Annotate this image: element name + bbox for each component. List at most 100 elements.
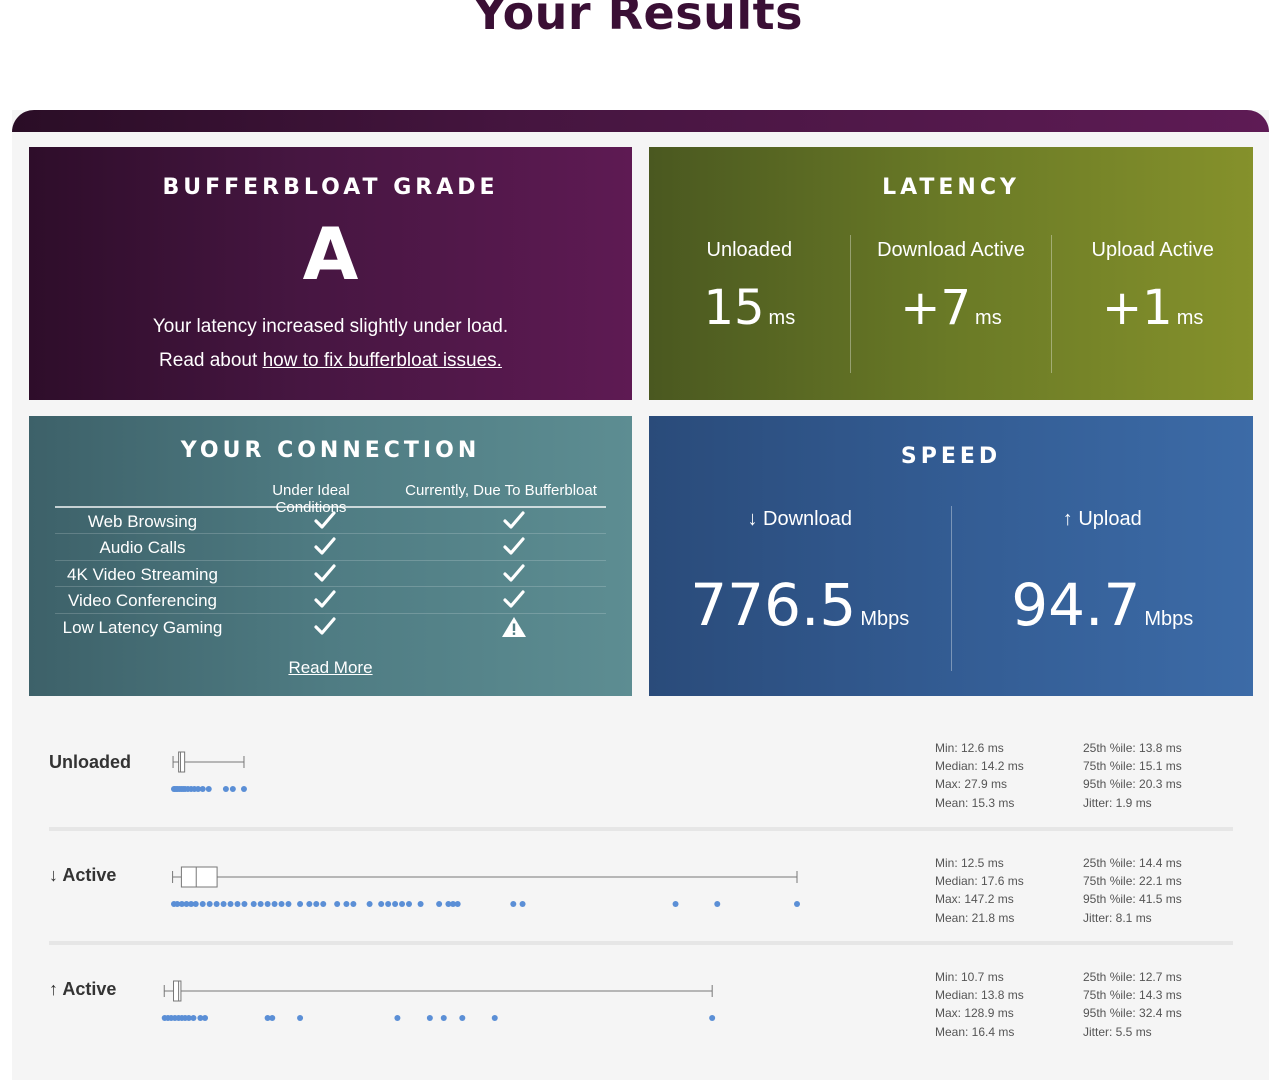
sample-point bbox=[343, 901, 350, 907]
sample-point bbox=[199, 786, 206, 792]
latency-download-unit: ms bbox=[975, 307, 1002, 329]
stat-value: 95th %ile: 32.4 ms bbox=[1083, 1006, 1182, 1021]
stat-summary-left: Min: 12.6 ms Median: 14.2 ms Max: 27.9 ms M… bbox=[935, 739, 1024, 812]
connection-row: Audio Calls bbox=[55, 534, 606, 562]
stat-value: 25th %ile: 13.8 ms bbox=[1083, 741, 1182, 755]
stat-value: Median: 14.2 ms bbox=[935, 759, 1024, 774]
stat-value: Jitter: 1.9 ms bbox=[1083, 795, 1152, 810]
latency-stat-row: Unloaded Min: 12.6 ms Median: 14.2 ms Max: … bbox=[49, 739, 1233, 842]
sample-point bbox=[205, 786, 212, 792]
stat-row-divider bbox=[49, 827, 1233, 831]
speed-panel: SPEED ↓ Download 776.5 Mbps ↑ Upload 94.7… bbox=[649, 416, 1253, 696]
latency-download-active: Download Active +7 ms bbox=[849, 235, 1052, 373]
stat-value: Min: 10.7 ms bbox=[935, 970, 1004, 984]
speed-upload-value: 94.7 bbox=[1011, 571, 1141, 639]
fix-bufferbloat-link[interactable]: how to fix bufferbloat issues. bbox=[262, 350, 502, 371]
sample-point bbox=[297, 901, 304, 907]
speed-columns: ↓ Download 776.5 Mbps ↑ Upload 94.7 Mbps bbox=[649, 506, 1253, 671]
stat-row-divider bbox=[49, 941, 1233, 945]
sample-point bbox=[257, 901, 264, 907]
sample-point bbox=[399, 901, 406, 907]
stat-value: 75th %ile: 22.1 ms bbox=[1083, 874, 1182, 889]
sample-point bbox=[240, 786, 247, 792]
sample-point bbox=[510, 901, 517, 907]
latency-download-label: Download Active bbox=[877, 239, 1025, 261]
connection-panel: YOUR CONNECTION Under Ideal Conditions C… bbox=[29, 416, 632, 696]
sample-point bbox=[269, 1015, 276, 1021]
latency-upload-active: Upload Active +1 ms bbox=[1051, 235, 1253, 373]
check-icon bbox=[500, 510, 528, 536]
page-title: Your Results bbox=[472, 0, 804, 40]
connection-col-ideal: Under Ideal Conditions bbox=[272, 482, 350, 516]
stat-value: Mean: 16.4 ms bbox=[935, 1024, 1015, 1039]
sample-point bbox=[445, 901, 452, 907]
box-iqr bbox=[173, 980, 182, 1002]
sample-point bbox=[199, 901, 206, 907]
speed-download: ↓ Download 776.5 Mbps bbox=[649, 506, 951, 671]
grade-read-prefix: Read about bbox=[159, 350, 263, 371]
sample-point bbox=[297, 1015, 304, 1021]
sample-point bbox=[178, 901, 185, 907]
latency-upload-value-wrap: +1 ms bbox=[1052, 280, 1253, 336]
sample-point bbox=[197, 1015, 204, 1021]
speed-download-unit: Mbps bbox=[860, 608, 910, 630]
latency-download-value: +7 bbox=[900, 280, 972, 336]
latency-upload-value: +1 bbox=[1101, 280, 1173, 336]
sample-point bbox=[183, 901, 190, 907]
speed-download-label: ↓ Download bbox=[747, 508, 852, 530]
check-icon bbox=[500, 589, 528, 615]
sample-point bbox=[213, 901, 220, 907]
speed-upload-unit: Mbps bbox=[1144, 608, 1194, 630]
stat-summary-right: 25th %ile: 12.7 ms 75th %ile: 14.3 ms 95th… bbox=[1083, 968, 1182, 1041]
sample-point bbox=[306, 901, 313, 907]
stat-row-label: ↓ Active bbox=[49, 865, 117, 885]
connection-row-name: Web Browsing bbox=[87, 512, 198, 531]
speed-upload: ↑ Upload 94.7 Mbps bbox=[950, 506, 1254, 671]
stat-value: 75th %ile: 15.1 ms bbox=[1083, 759, 1182, 774]
check-icon bbox=[311, 589, 339, 615]
sample-point bbox=[454, 901, 461, 907]
latency-stat-row: ↑ Active Min: 10.7 ms Median: 13.8 ms Max: … bbox=[49, 968, 1233, 1071]
sample-point bbox=[241, 901, 248, 907]
sample-point bbox=[459, 1015, 466, 1021]
stat-value: Max: 27.9 ms bbox=[935, 777, 1008, 792]
box-plot bbox=[161, 980, 716, 1021]
sample-point bbox=[394, 1015, 401, 1021]
sample-point bbox=[436, 901, 443, 907]
sample-point bbox=[417, 901, 424, 907]
grade-read-about: Read about how to fix bufferbloat issues… bbox=[29, 350, 632, 372]
latency-unloaded-unit: ms bbox=[768, 307, 796, 329]
stat-value: 25th %ile: 14.4 ms bbox=[1083, 856, 1182, 870]
sample-point bbox=[192, 901, 199, 907]
speed-download-value: 776.5 bbox=[690, 571, 857, 639]
sample-point bbox=[709, 1015, 716, 1021]
sample-point bbox=[385, 901, 392, 907]
results-top-band bbox=[12, 110, 1269, 132]
sample-point bbox=[227, 901, 234, 907]
latency-unloaded: Unloaded 15 ms bbox=[649, 235, 850, 373]
connection-row-name: Low Latency Gaming bbox=[62, 617, 223, 637]
latency-panel: LATENCY Unloaded 15 ms Download Active +7… bbox=[649, 147, 1253, 400]
stat-value: 95th %ile: 20.3 ms bbox=[1083, 777, 1182, 792]
stat-value: Max: 147.2 ms bbox=[935, 892, 1014, 907]
stat-value: Min: 12.5 ms bbox=[935, 856, 1004, 870]
latency-unloaded-label: Unloaded bbox=[706, 239, 793, 261]
connection-col-now: Currently, Due To Bufferbloat bbox=[405, 482, 597, 499]
sample-point bbox=[672, 901, 679, 907]
bufferbloat-grade-panel: BUFFERBLOAT GRADE A Your latency increas… bbox=[29, 147, 632, 400]
stat-row-label: ↑ Active bbox=[49, 979, 117, 999]
sample-point bbox=[440, 1015, 447, 1021]
sample-point bbox=[366, 901, 373, 907]
sample-point bbox=[195, 786, 202, 792]
sample-point bbox=[519, 901, 526, 907]
check-icon bbox=[311, 536, 339, 562]
sample-point bbox=[202, 1015, 209, 1021]
sample-point bbox=[714, 901, 721, 907]
latency-columns: Unloaded 15 ms Download Active +7 ms Uploa… bbox=[649, 235, 1253, 373]
speed-download-value-wrap: 776.5 Mbps bbox=[649, 571, 951, 639]
stat-summary-right: 25th %ile: 14.4 ms 75th %ile: 22.1 ms 95th… bbox=[1083, 854, 1182, 927]
read-more-link[interactable]: Read More bbox=[288, 658, 373, 677]
sample-point bbox=[350, 901, 357, 907]
connection-row-name: Audio Calls bbox=[99, 538, 186, 558]
stat-value: 75th %ile: 14.3 ms bbox=[1083, 988, 1182, 1003]
